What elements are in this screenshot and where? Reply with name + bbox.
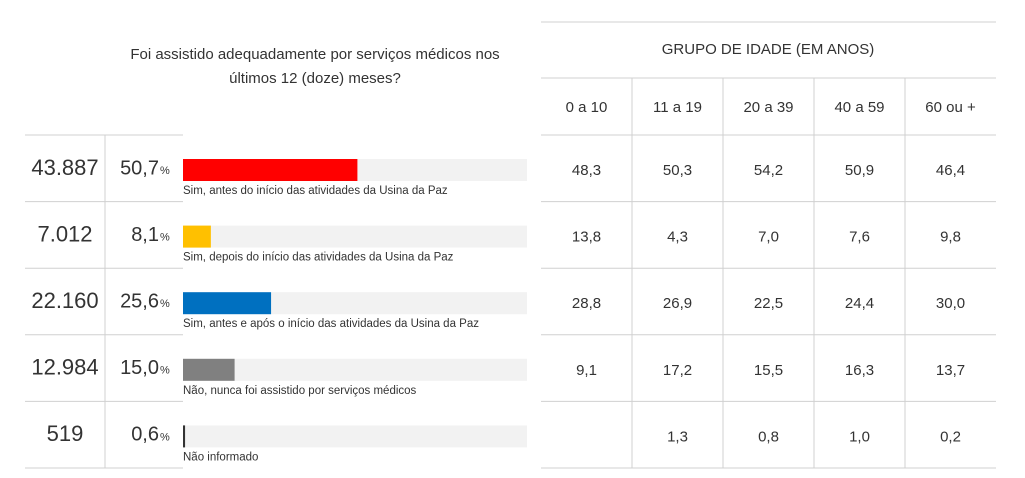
count: 22.160: [31, 288, 98, 313]
column-header: 40 a 59: [834, 99, 884, 116]
cell: 9,1: [576, 362, 597, 379]
cell: 28,8: [572, 295, 601, 312]
cell: 1,0: [849, 428, 870, 445]
bar-track: [183, 425, 527, 448]
column-header: 20 a 39: [743, 99, 793, 116]
cell: 16,3: [845, 362, 874, 379]
question: Foi assistido adequadamente por serviços…: [130, 46, 499, 63]
bar-label: Sim, antes do início das atividades da U…: [183, 185, 448, 197]
count: 43.887: [31, 155, 98, 180]
percent-sign: %: [160, 298, 170, 310]
table-title: GRUPO DE IDADE (EM ANOS): [662, 41, 875, 58]
bar: [183, 358, 235, 381]
cell: 50,3: [663, 162, 692, 179]
percent-sign: %: [160, 431, 170, 443]
cell: 4,3: [667, 229, 688, 246]
percent-sign: %: [160, 365, 170, 377]
count: 7.012: [37, 221, 92, 246]
cell: 22,5: [754, 295, 783, 312]
question: últimos 12 (doze) meses?: [229, 70, 401, 87]
cell: 7,0: [758, 229, 779, 246]
cell: 30,0: [936, 295, 965, 312]
bar-label: Não, nunca foi assistido por serviços mé…: [183, 385, 417, 397]
cell: 54,2: [754, 162, 783, 179]
bar-track: [183, 225, 527, 248]
bar-label: Não informado: [183, 451, 258, 463]
column-header: 11 a 19: [653, 99, 702, 116]
cell: 1,3: [667, 428, 688, 445]
column-header: 60 ou +: [925, 99, 976, 116]
cell: 48,3: [572, 162, 601, 179]
cell: 26,9: [663, 295, 692, 312]
bar: [183, 225, 211, 248]
percent-sign: %: [160, 165, 170, 177]
percent-sign: %: [160, 232, 170, 244]
percent: 8,1: [131, 224, 159, 246]
cell: 7,6: [849, 229, 870, 246]
percent: 25,6: [120, 290, 159, 312]
cell: 46,4: [936, 162, 965, 179]
bar-track: [183, 358, 527, 381]
cell: 50,9: [845, 162, 874, 179]
column-header: 0 a 10: [566, 99, 608, 116]
bar-label: Sim, depois do início das atividades da …: [183, 252, 454, 264]
count: 12.984: [31, 355, 98, 380]
bar: [183, 425, 186, 448]
cell: 9,8: [940, 229, 961, 246]
count: 519: [47, 421, 84, 446]
percent: 0,6: [131, 424, 159, 446]
percent: 50,7: [120, 157, 159, 179]
cell: 13,7: [936, 362, 965, 379]
cell: 0,2: [940, 428, 961, 445]
cell: 17,2: [663, 362, 692, 379]
cell: 15,5: [754, 362, 783, 379]
bar-label: Sim, antes e após o início das atividade…: [183, 318, 479, 330]
cell: 24,4: [845, 295, 874, 312]
cell: 0,8: [758, 428, 779, 445]
cell: 13,8: [572, 229, 601, 246]
bar: [183, 159, 358, 181]
bar: [183, 292, 272, 315]
percent: 15,0: [120, 357, 159, 379]
